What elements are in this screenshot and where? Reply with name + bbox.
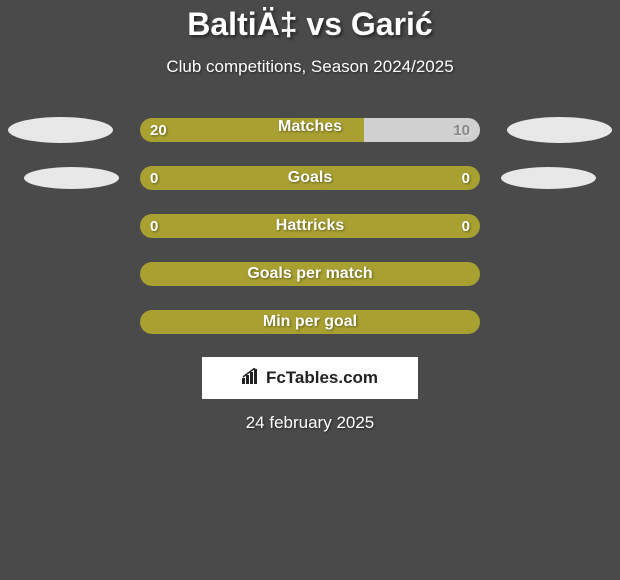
bar-full-mpg: Min per goal [140,310,480,334]
stat-row-hattricks: 0 Hattricks 0 [0,213,620,239]
bar-full-goals: 0 Goals 0 [140,166,480,190]
player-left-avatar [8,117,113,143]
logo-text: FcTables.com [266,368,378,388]
date-label: 24 february 2025 [0,413,620,433]
goals-right-value: 0 [462,170,470,187]
chart-icon [242,368,262,389]
bar-right-matches: 10 [364,118,480,142]
bar-full-gpm: Goals per match [140,262,480,286]
bar-gpm: Goals per match [140,262,480,286]
goals-label: Goals [288,169,332,187]
stat-row-gpm: Goals per match [0,261,620,287]
mpg-label: Min per goal [263,313,357,331]
goals-left-value: 0 [150,170,158,187]
bar-mpg: Min per goal [140,310,480,334]
gpm-label: Goals per match [247,265,372,283]
player-right-avatar-small [501,167,596,189]
stat-row-goals: 0 Goals 0 [0,165,620,191]
bar-full-hattricks: 0 Hattricks 0 [140,214,480,238]
hattricks-left-value: 0 [150,218,158,235]
player-left-avatar-small [24,167,119,189]
matches-left-value: 20 [150,122,167,139]
logo-box[interactable]: FcTables.com [202,357,418,399]
comparison-container: BaltiÄ‡ vs Garić Club competitions, Seas… [0,0,620,433]
stat-row-matches: 20 10 Matches [0,117,620,143]
matches-right-value: 10 [453,122,470,139]
hattricks-label: Hattricks [276,217,344,235]
bar-matches: 20 10 Matches [140,118,480,142]
bar-goals: 0 Goals 0 [140,166,480,190]
player-right-avatar [507,117,612,143]
bar-hattricks: 0 Hattricks 0 [140,214,480,238]
subtitle: Club competitions, Season 2024/2025 [0,57,620,77]
matches-label: Matches [278,118,342,136]
hattricks-right-value: 0 [462,218,470,235]
stat-row-mpg: Min per goal [0,309,620,335]
page-title: BaltiÄ‡ vs Garić [0,6,620,43]
